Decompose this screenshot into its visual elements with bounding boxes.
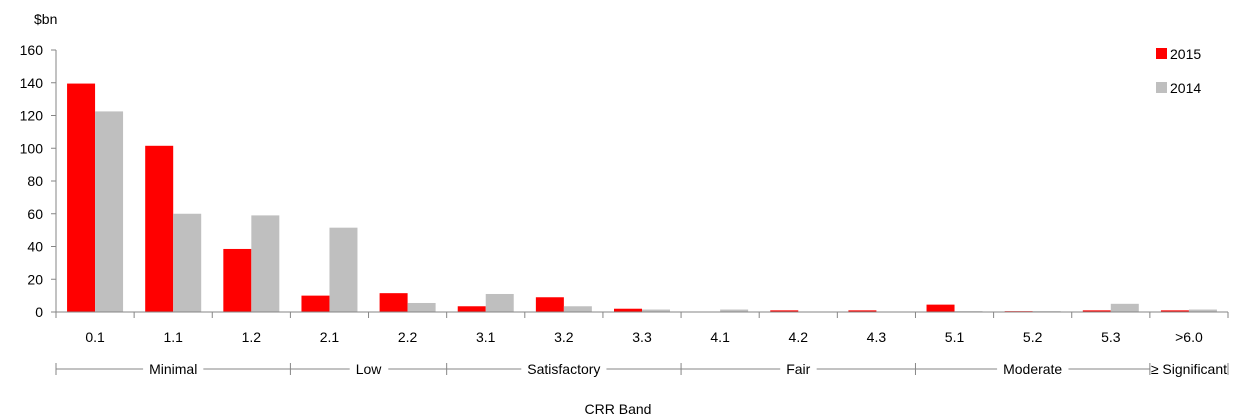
y-tick-label: 100	[20, 140, 44, 156]
x-tick-label: 4.3	[867, 329, 887, 345]
x-tick-label: >6.0	[1175, 329, 1203, 345]
legend-swatch-2015	[1156, 48, 1167, 59]
x-tick-label: 5.2	[1023, 329, 1043, 345]
bar-2014-2.1	[329, 227, 358, 312]
bar-2015-1.2	[223, 248, 252, 312]
bar-2015-2.1	[301, 295, 330, 312]
bar-2014-0.1	[95, 111, 124, 312]
bar-2014->6.0	[1188, 309, 1217, 312]
x-tick-label: 4.2	[789, 329, 809, 345]
y-tick-label: 120	[20, 108, 44, 124]
group-label: Satisfactory	[527, 361, 600, 377]
bar-2015-5.1	[926, 304, 955, 312]
bar-2014-1.1	[173, 213, 202, 312]
y-tick-label: 0	[35, 304, 43, 320]
y-tick-label: 140	[20, 75, 44, 91]
x-tick-label: 0.1	[85, 329, 105, 345]
bar-2015-3.3	[614, 308, 642, 312]
legend-swatch-2014	[1156, 82, 1167, 93]
x-tick-label: 3.3	[632, 329, 652, 345]
bar-2015-4.2	[770, 310, 799, 312]
y-tick-label: 60	[27, 206, 43, 222]
x-tick-label: 4.1	[710, 329, 730, 345]
group-label: Minimal	[149, 361, 197, 377]
bar-2015-2.2	[379, 293, 408, 312]
x-axis: 0.1 1.1 1.2 2.1 2.2 3.1 3.2 3.3 4.1 4.2 4.3 5.1 5.2 5…	[55, 311, 1229, 345]
bars	[67, 83, 1217, 312]
group-label: Moderate	[1003, 361, 1062, 377]
x-tick-label: 1.2	[242, 329, 262, 345]
y-unit-label: $bn	[34, 11, 57, 27]
x-tick-label: 3.2	[554, 329, 574, 345]
y-tick-label: 80	[27, 173, 43, 189]
bar-2014-3.2	[563, 306, 592, 312]
legend-label: 2015	[1170, 46, 1201, 62]
x-tick-label: 2.1	[320, 329, 340, 345]
bar-2014-4.1	[720, 309, 749, 312]
legend: 2015 2014	[1156, 46, 1201, 96]
x-tick-label: 5.3	[1101, 329, 1121, 345]
bar-2014-3.3	[642, 309, 670, 312]
bar-2015-3.1	[457, 306, 486, 312]
x-tick-label: 2.2	[398, 329, 418, 345]
bar-2015-0.1	[67, 83, 96, 312]
bar-2015-3.2	[535, 297, 564, 312]
x-tick-label: 5.1	[945, 329, 965, 345]
legend-label: 2014	[1170, 80, 1201, 96]
group-label: ≥ Significant	[1151, 361, 1227, 377]
y-tick-label: 160	[20, 42, 44, 58]
group-label: Low	[356, 361, 383, 377]
y-tick-label: 40	[27, 239, 43, 255]
x-tick-label: 3.1	[476, 329, 496, 345]
bar-2014-2.2	[407, 302, 436, 312]
bar-2014-3.1	[485, 293, 514, 312]
bar-2015-5.3	[1082, 310, 1111, 312]
y-tick-label: 20	[27, 271, 43, 287]
bar-2015->6.0	[1160, 310, 1189, 312]
bar-2014-5.3	[1110, 303, 1139, 312]
crr-groups: Minimal Low Satisfactory Fair Moderate ≥ Sign…	[55, 361, 1229, 377]
bar-2015-1.1	[145, 145, 174, 312]
bar-2015-4.3	[848, 310, 877, 312]
x-tick-label: 1.1	[163, 329, 183, 345]
y-axis: 0 20 40 60 80 100 120 140 160	[20, 42, 57, 320]
group-label: Fair	[786, 361, 810, 377]
x-axis-title: CRR Band	[585, 401, 652, 417]
bar-2014-1.2	[251, 215, 280, 312]
